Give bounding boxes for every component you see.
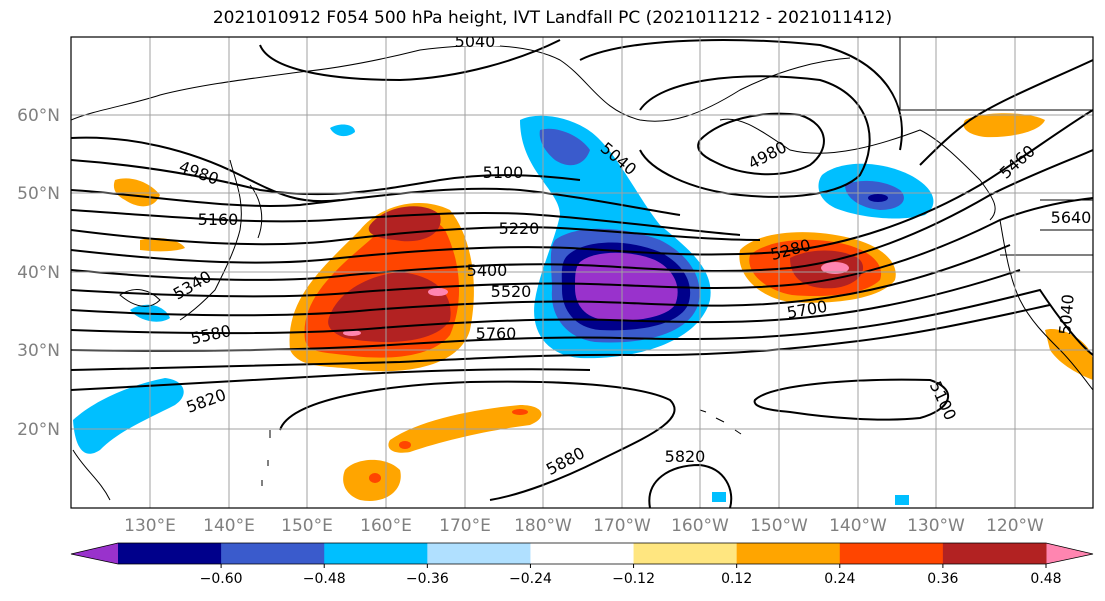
colorbar-tick-label: −0.36 <box>406 571 449 587</box>
map-frame <box>70 36 1094 509</box>
colorbar-segment <box>221 543 325 564</box>
colorbar: −0.60 −0.48 −0.36 −0.24 −0.12 0.12 0.24 0.36 0.4… <box>70 542 1094 587</box>
colorbar-tick-label: −0.24 <box>509 571 552 587</box>
contour-label: 5100 <box>483 163 524 182</box>
contour-label: 5400 <box>467 261 508 280</box>
colorbar-tick-label: −0.48 <box>303 571 346 587</box>
lon-label: 150°W <box>750 516 808 536</box>
colorbar-segment <box>427 543 531 564</box>
colorbar-tick-label: 0.24 <box>824 571 855 587</box>
colorbar-tick-label: −0.60 <box>200 571 243 587</box>
colorbar-segment <box>324 543 428 564</box>
lon-label: 140°W <box>829 516 887 536</box>
lon-label: 160°W <box>671 516 729 536</box>
colorbar-segment <box>942 543 1047 564</box>
latitude-labels: 60°N 50°N 40°N 30°N 20°N <box>17 106 60 440</box>
contour-label: 5220 <box>499 219 540 238</box>
colorbar-segment <box>839 543 944 564</box>
colorbar-tick-label: 0.12 <box>721 571 752 587</box>
graticule <box>71 37 1093 508</box>
longitude-labels: 130°E 140°E 150°E 160°E 170°E 180°W 170°… <box>124 516 1044 536</box>
lon-label: 130°W <box>907 516 965 536</box>
colorbar-min-extension <box>71 543 118 564</box>
colorbar-segment <box>633 543 738 564</box>
lon-label: 160°E <box>360 516 412 536</box>
lon-label: 120°W <box>986 516 1044 536</box>
contour-label: 5520 <box>491 282 532 301</box>
contour-label: 5760 <box>476 324 517 343</box>
colorbar-segment <box>530 543 635 564</box>
contour-label: 5640 <box>1051 208 1092 227</box>
height-contours <box>71 39 1093 508</box>
colorbar-segment <box>118 543 222 564</box>
colorbar-segment <box>736 543 841 564</box>
lon-label: 170°W <box>593 516 651 536</box>
contour-label: 5040 <box>1055 293 1077 335</box>
lat-label: 40°N <box>17 263 60 283</box>
lat-label: 60°N <box>17 106 60 126</box>
ivt-positive-shading <box>113 113 1093 501</box>
colorbar-max-extension <box>1046 543 1093 564</box>
colorbar-tick-label: −0.12 <box>612 571 655 587</box>
contour-label: 5160 <box>198 210 239 229</box>
colorbar-tick-label: 0.48 <box>1030 571 1061 587</box>
lon-label: 180°W <box>514 516 572 536</box>
contour-label: 5820 <box>665 447 706 466</box>
contour-label: 5040 <box>455 32 496 51</box>
lat-label: 30°N <box>17 341 60 361</box>
lon-label: 170°E <box>439 516 491 536</box>
colorbar-tick-label: 0.36 <box>927 571 958 587</box>
lat-label: 20°N <box>17 420 60 440</box>
lon-label: 140°E <box>203 516 255 536</box>
lon-label: 150°E <box>281 516 333 536</box>
lat-label: 50°N <box>17 184 60 204</box>
map-title: 2021010912 F054 500 hPa height, IVT Land… <box>212 8 893 28</box>
lon-label: 130°E <box>124 516 176 536</box>
